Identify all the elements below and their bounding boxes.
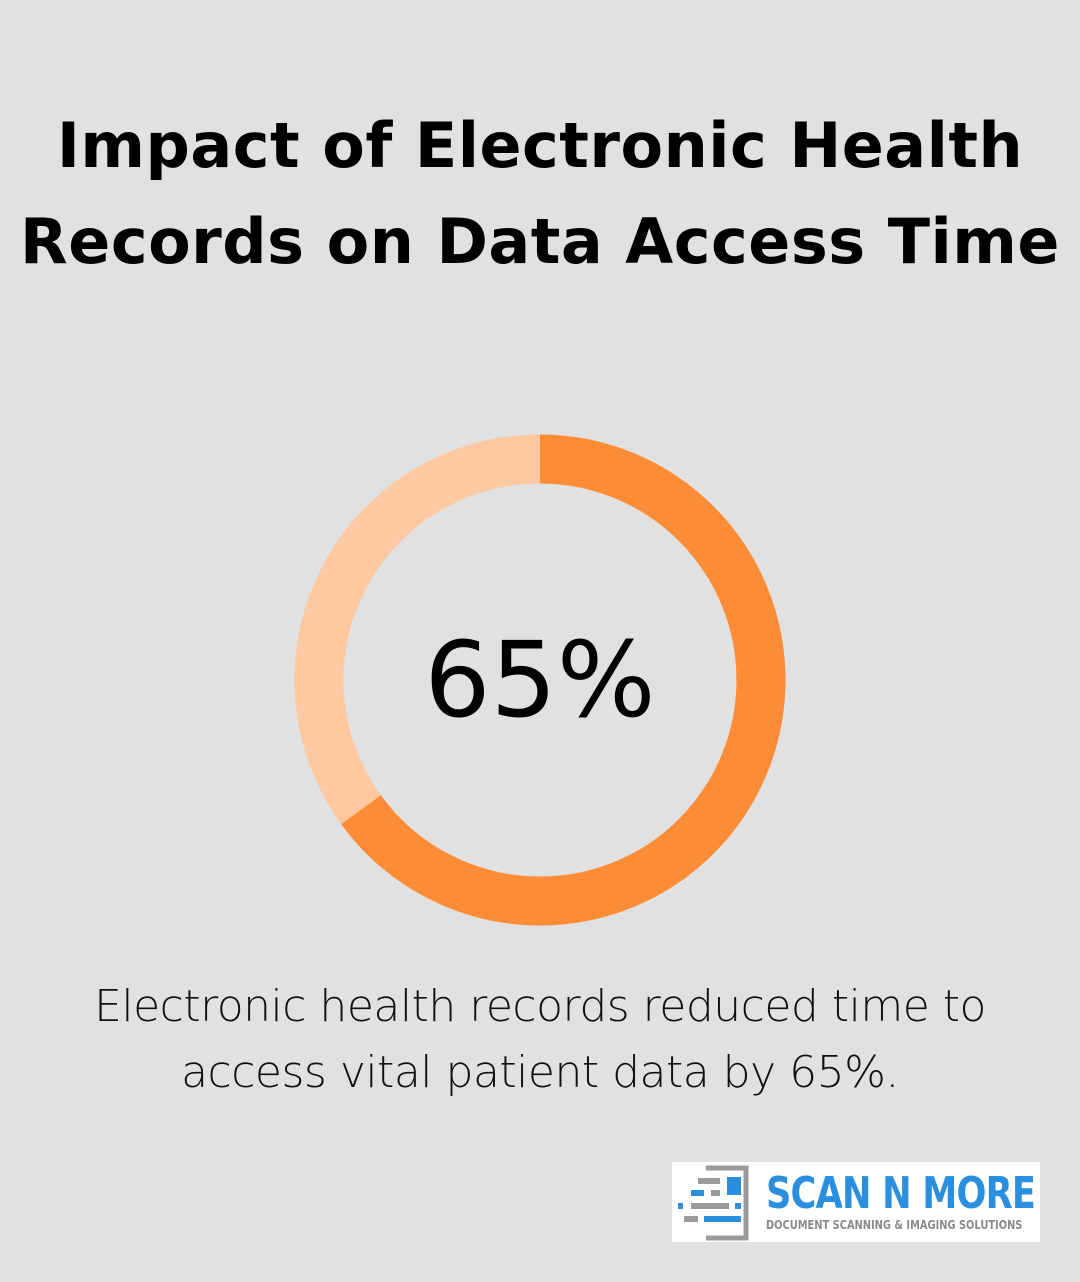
donut-center-value: 65% [424, 619, 656, 741]
logo-tagline: DOCUMENT SCANNING & IMAGING SOLUTIONS [766, 1218, 1023, 1232]
description-text: Electronic health records reduced time t… [94, 981, 986, 1098]
logo-name: SCAN N MORE [766, 1168, 1036, 1219]
company-logo: SCAN N MORE DOCUMENT SCANNING & IMAGING … [672, 1162, 1040, 1242]
page-title: Impact of Electronic Health Records on D… [20, 109, 1060, 278]
donut-chart [294, 434, 786, 926]
donut-value-segment [294, 434, 786, 926]
scanner-icon [678, 1165, 749, 1241]
